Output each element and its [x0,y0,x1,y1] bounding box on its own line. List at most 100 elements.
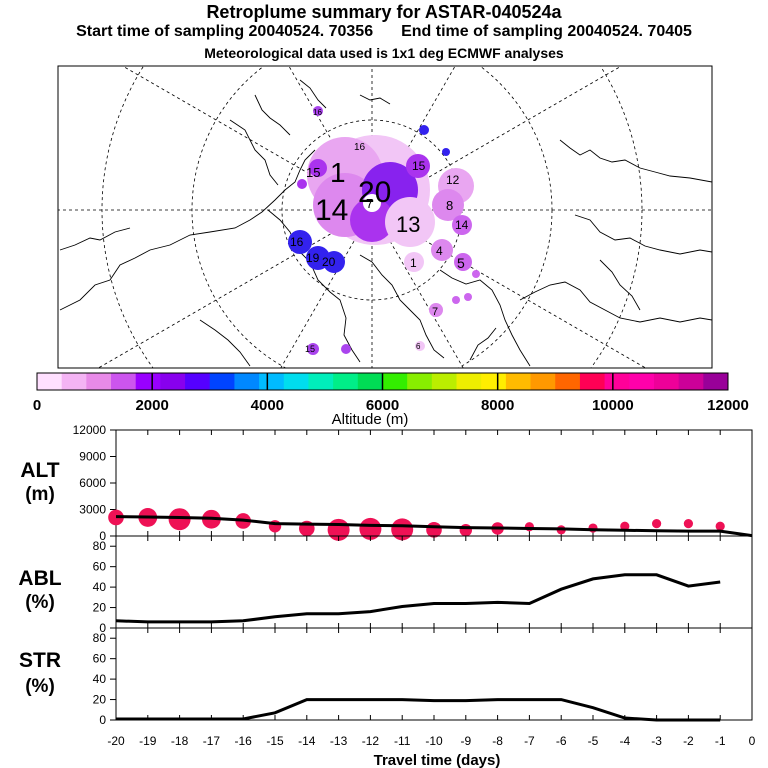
plume-altitude-point [620,521,630,531]
x-tick-label: -20 [107,734,125,748]
y-tick-label: 40 [93,580,107,594]
abl-frame [115,535,753,629]
x-tick-label: -9 [460,734,471,748]
plume-circle [454,253,472,271]
plume-altitude-point [426,522,442,538]
alt-axis-unit: (m) [25,484,55,505]
x-tick-label: -6 [556,734,567,748]
colorbar-swatch [678,373,704,390]
colorbar-swatch [160,373,186,390]
plume-altitude-point [359,517,382,540]
colorbar-tick-label: 12000 [707,397,749,414]
colorbar-title: Altitude (m) [332,411,409,428]
colorbar-swatch [357,373,383,390]
colorbar-swatch [259,373,285,390]
colorbar-tick-label: 6000 [366,397,399,414]
coastlines [59,79,712,367]
colorbar-swatch [209,373,235,390]
map-panel: 16 15 1 20 14 7 13 15 12 8 14 16 19 20 5… [57,65,713,369]
panel-abl: ABL (%) 0 20 40 60 80 [18,535,753,635]
colorbar-swatch [283,373,309,390]
plume-label: 1 [410,256,417,270]
plume-circle [309,159,327,177]
colorbar-swatch [481,373,507,390]
plume-label: 16 [354,142,366,153]
colorbar-swatch [61,373,87,390]
panel-str: STR (%) 0 20 40 60 80 [19,627,753,727]
colorbar-swatch [555,373,581,390]
colorbar-swatch [431,373,458,390]
plume-labels: 16 15 1 20 14 7 13 15 12 8 14 16 19 20 5… [290,108,469,354]
y-tick-label: 12000 [73,423,107,437]
y-tick-label: 40 [93,672,107,686]
x-axis: -20 -19 -18 -17 -16 -15 -14 -13 -12 -11 -10 -9 -8 -7-… [107,734,755,748]
y-tick-label: 3000 [79,503,106,517]
x-axis-title: Travel time (days) [374,752,501,768]
plume-circle [429,303,443,317]
plume-altitude-point [683,519,694,529]
str-line [116,698,721,722]
panel-alt: ALT (m) 0 3000 6000 9000 12000 [20,423,753,543]
y-tick-label: 60 [93,652,107,666]
alt-axis-label: ALT [20,459,59,482]
x-tick-label: -19 [139,734,157,748]
plume-altitude-point [715,521,725,531]
plume-circle [288,230,312,254]
plume-label: 14 [315,194,348,227]
x-tick-label: -14 [298,734,316,748]
plume-label: 15 [305,344,315,354]
plume-label: 20 [322,255,336,269]
x-tick-label: 0 [749,734,756,748]
plume-circle [297,179,307,189]
y-tick-label: 80 [93,539,107,553]
str-axis-label: STR [19,649,61,672]
colorbar-swatch [308,373,334,390]
plume-label: 14 [455,218,469,232]
plume-circle [452,215,472,235]
x-tick-label: -4 [619,734,630,748]
colorbar-swatch [653,373,680,390]
x-tick-label: -8 [492,734,503,748]
x-tick-label: -17 [203,734,221,748]
y-tick-label: 9000 [79,450,106,464]
colorbar-tick-label: 0 [33,397,41,414]
colorbar-swatch [604,373,630,390]
plume-circle [442,148,450,156]
plume-altitude-point [459,524,472,537]
colorbar-tick-label: 4000 [251,397,284,414]
plume-circle [307,343,319,355]
y-tick-label: 0 [99,529,106,543]
colorbar-swatch [456,373,482,390]
y-tick-label: 20 [93,601,107,615]
plume-circle [406,154,430,178]
plume-circle [313,106,323,116]
x-tick-label: -18 [171,734,189,748]
plume-label: 20 [358,176,391,209]
colorbar-tick-label: 2000 [135,397,168,414]
colorbar-swatch [86,373,112,390]
plume-label: 6 [416,342,421,351]
x-tick-label: -2 [683,734,694,748]
plume-label: 15 [412,159,426,173]
x-tick-label: -15 [266,734,284,748]
plume-circle [350,198,394,242]
plume-circle [419,125,429,135]
abl-line [115,573,721,624]
map-content: 16 15 1 20 14 7 13 15 12 8 14 16 19 20 5… [58,66,712,368]
plume-circle [385,197,435,247]
colorbar-swatch [530,373,556,390]
x-tick-label: -16 [235,734,253,748]
y-tick-label: 6000 [79,476,106,490]
plume-label: 15 [306,165,320,180]
colorbar-swatch [37,373,63,390]
plume-label: 16 [313,108,322,117]
plume-circle [452,296,460,304]
alt-mean-line [115,515,753,538]
y-tick-label: 60 [93,560,107,574]
str-axis-unit: (%) [25,676,55,697]
x-tick-label: -12 [362,734,380,748]
end-time-label: End time of sampling 20040524. 70405 [401,23,692,40]
plume-label: 4 [436,244,443,258]
x-tick-label: -13 [330,734,348,748]
colorbar-swatch [382,373,408,390]
